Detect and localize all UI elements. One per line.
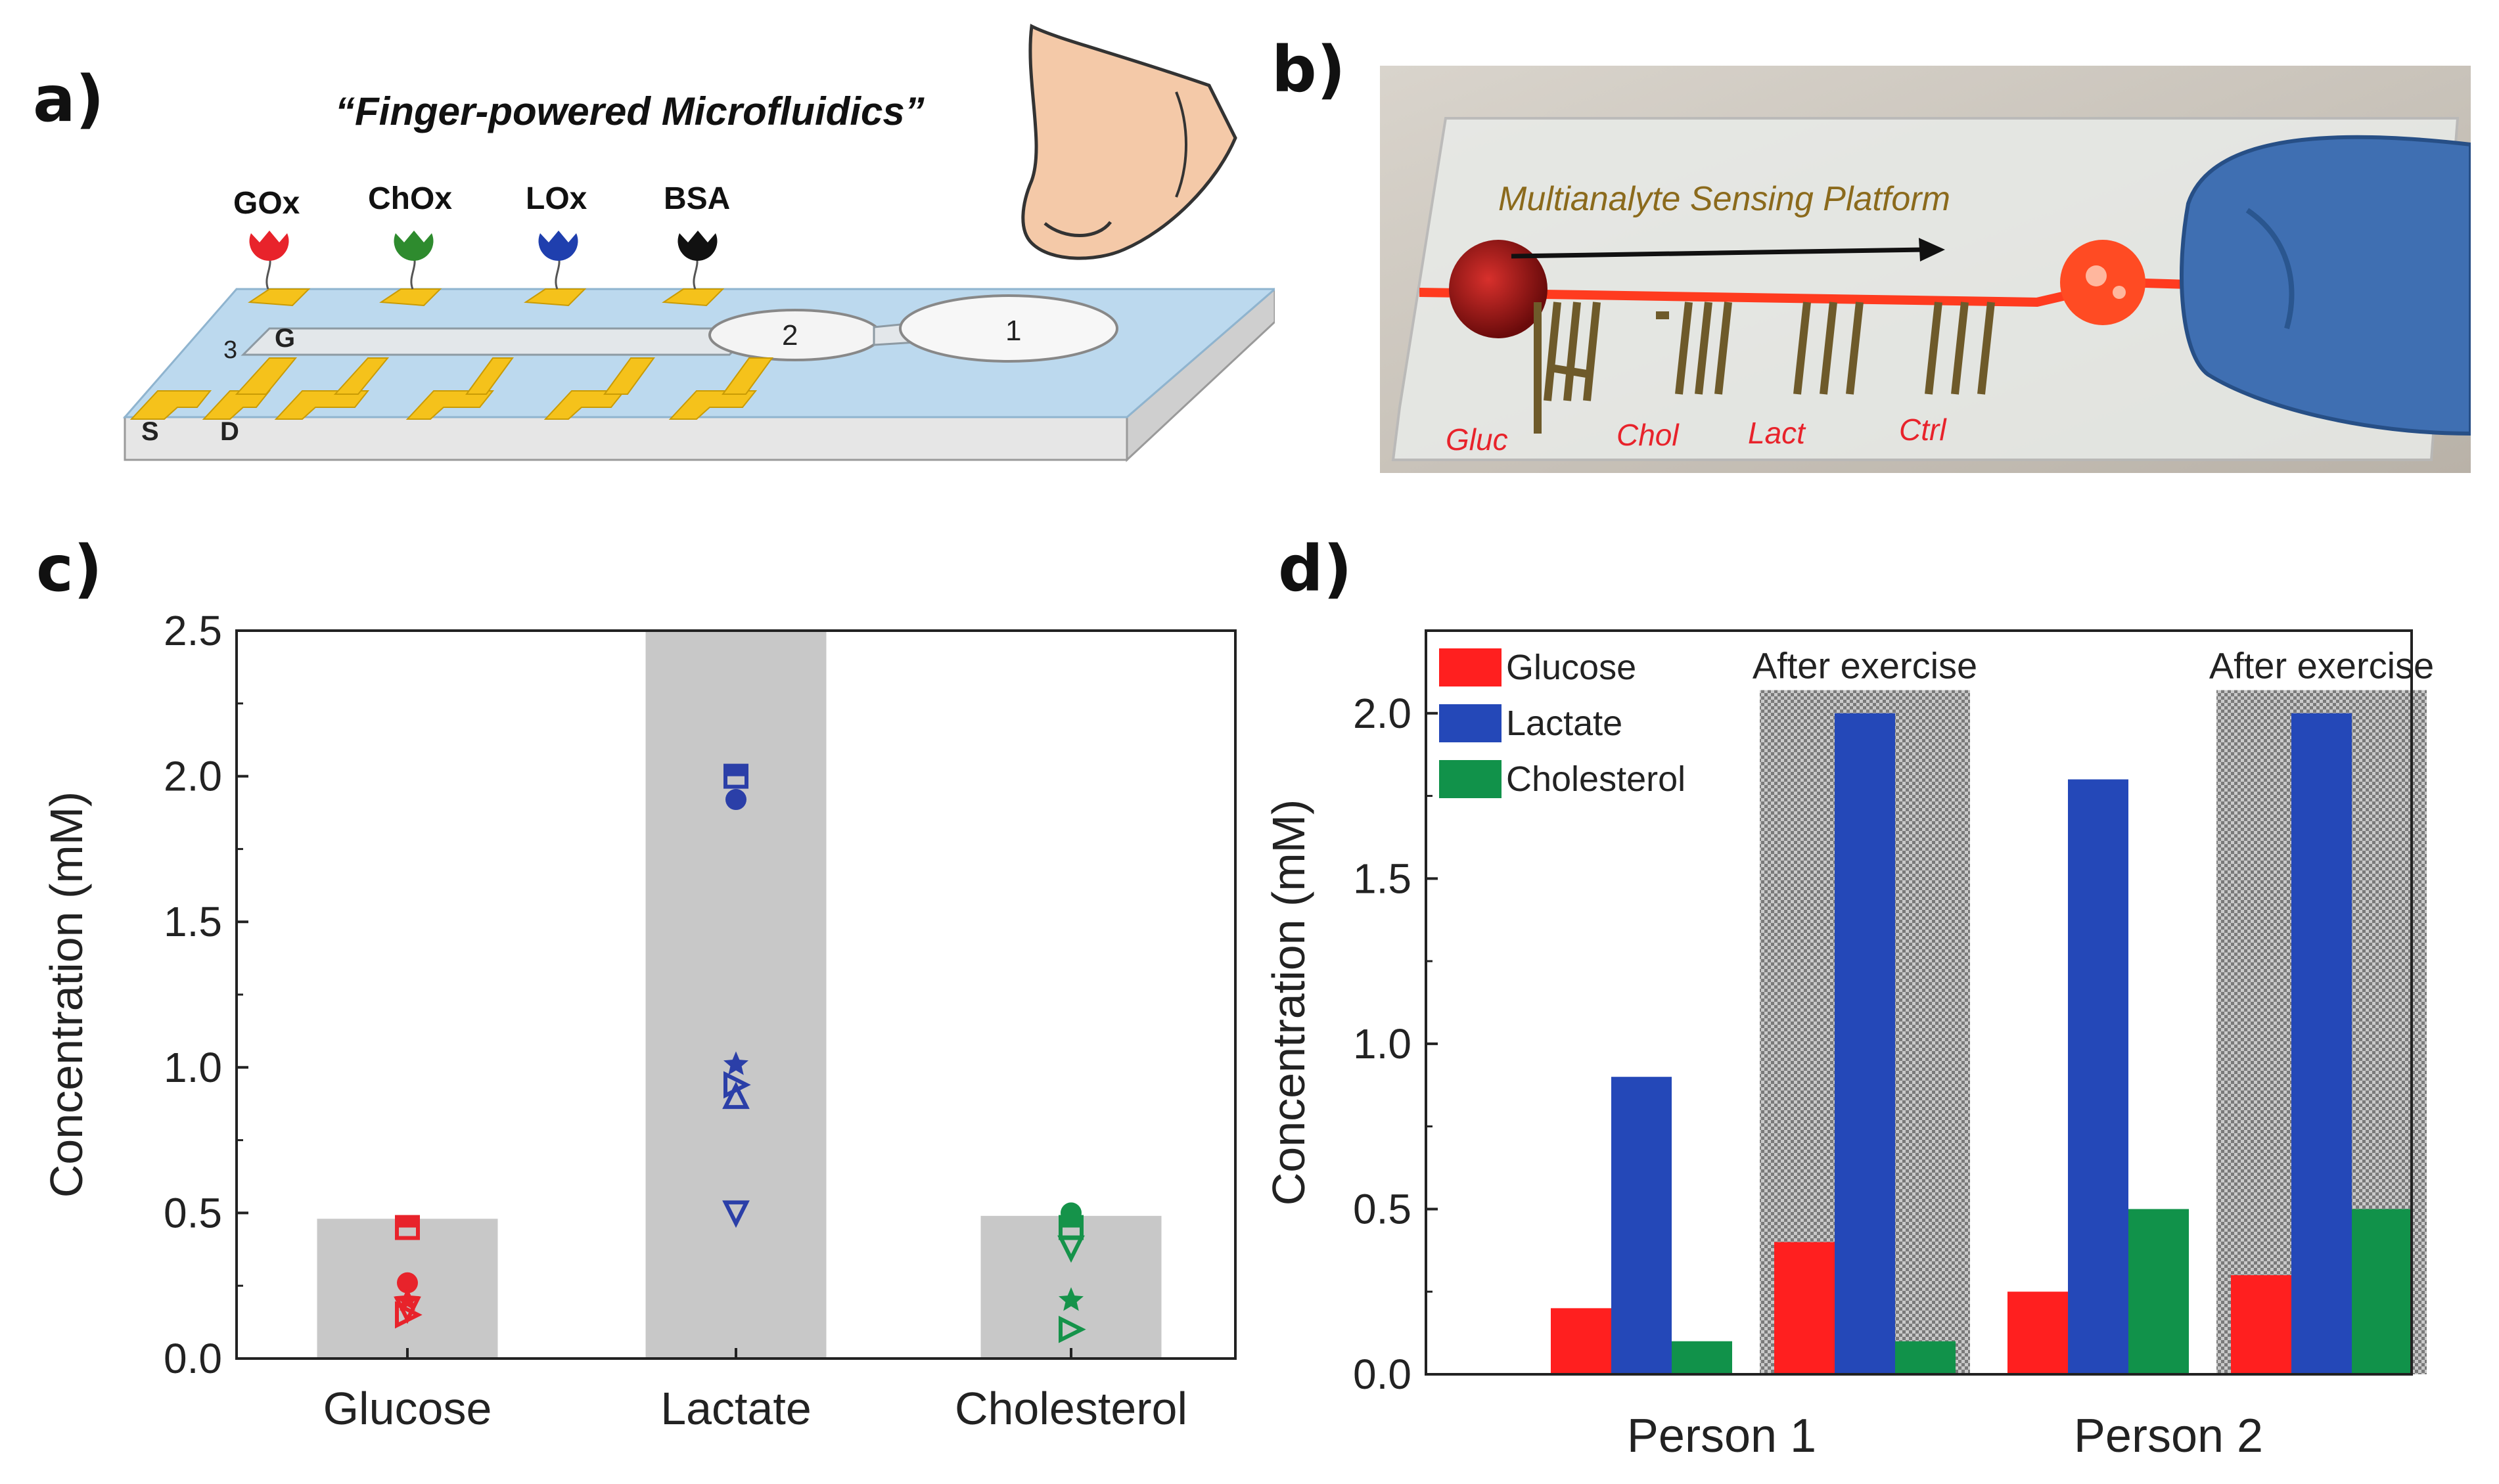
y-tick-label: 1.5 — [1353, 855, 1411, 902]
y-tick-label: 0.0 — [1353, 1351, 1411, 1398]
lox-label: LOx — [526, 181, 587, 216]
y-tick-label: 1.5 — [164, 898, 222, 945]
x-tick-label: Lactate — [660, 1383, 812, 1434]
bar-lactate — [2068, 779, 2128, 1374]
gold-electrode-traces — [1534, 302, 1995, 434]
y-tick-label: 0.5 — [1353, 1185, 1411, 1232]
marker-square-fill — [725, 765, 746, 776]
scatter-group-glucose — [394, 1215, 423, 1329]
y-tick-label: 1.0 — [164, 1044, 222, 1091]
bar-cholesterol — [1672, 1341, 1732, 1374]
marker-star — [723, 1051, 748, 1075]
electrode-array — [129, 288, 773, 420]
schematic-title: “Finger-powered Microfluidics” — [335, 89, 925, 133]
bar-lactate — [2291, 713, 2352, 1374]
marker-square-fill — [397, 1217, 418, 1228]
marker-triangle-right — [1059, 1315, 1086, 1343]
y-axis-label: Concentration (mM) — [1263, 799, 1314, 1206]
chol-label: Chol — [1616, 418, 1680, 452]
legend-swatch-lactate — [1439, 704, 1502, 742]
chart-c: 0.0 0.5 1.0 1.5 2.0 2.5 Glucose Lactate Choleste… — [41, 607, 1237, 1434]
bsa-protein-icon — [677, 231, 718, 261]
ctrl-label: Ctrl — [1899, 413, 1947, 447]
y-tick-label: 2.5 — [164, 607, 222, 654]
gox-enzyme-icon — [249, 231, 289, 261]
bar-cholesterol — [1895, 1341, 1956, 1374]
inlet-drop — [1449, 240, 1548, 338]
legend-label-glucose: Glucose — [1506, 648, 1636, 687]
bsa-label: BSA — [664, 181, 730, 216]
scatter-group-lactate — [722, 763, 751, 1228]
x-tick-label: Glucose — [323, 1383, 492, 1434]
gluc-label: Gluc — [1446, 422, 1508, 457]
inlet-3-label: 3 — [223, 336, 237, 364]
marker-triangle-down — [722, 1200, 750, 1228]
x-category-label: Person 1 — [1627, 1410, 1816, 1462]
bar-glucose — [1551, 1308, 1611, 1374]
bar-lactate — [1611, 1077, 1672, 1374]
device-schematic: “Finger-powered Microfluidics” 2 1 — [122, 24, 1275, 462]
platform-text: Multianalyte Sensing Platform — [1498, 180, 1950, 218]
y-tick-label: 1.0 — [1353, 1020, 1411, 1068]
microfluidic-channel: 2 1 — [241, 294, 1118, 363]
source-label: S — [141, 417, 159, 446]
marker-triangle-right — [395, 1301, 423, 1329]
scatter-group-cholesterol — [1057, 1202, 1086, 1343]
legend-label-lactate: Lactate — [1506, 704, 1622, 743]
enzyme-linkers — [265, 252, 699, 290]
marker-square-fill — [1061, 1217, 1082, 1228]
marker-star — [1059, 1287, 1084, 1311]
after-exercise-label: After exercise — [1753, 645, 1977, 686]
bar-glucose — [2231, 1275, 2291, 1374]
panel-b-label: b) — [1272, 33, 1346, 106]
gloved-finger — [2180, 135, 2471, 436]
bar-lactate — [645, 631, 827, 1359]
chox-enzyme-icon — [394, 231, 434, 261]
chamber-1-label: 1 — [1005, 315, 1021, 347]
x-category-label: Person 2 — [2074, 1410, 2263, 1462]
gate-label: G — [275, 324, 295, 353]
panel-a-label: a) — [33, 62, 104, 136]
panel-c-label: c) — [36, 532, 103, 606]
finger-illustration — [1021, 24, 1237, 260]
bar-cholesterol — [2352, 1209, 2412, 1374]
marker-circle — [725, 789, 746, 811]
legend-label-cholesterol: Cholesterol — [1506, 759, 1685, 799]
chart-d: After exercise After exercise 0.0 0.5 1.0 1.5… — [1263, 629, 2434, 1462]
flow-arrow — [1511, 247, 1926, 259]
bar-cholesterol — [2128, 1209, 2189, 1374]
plot-frame — [1425, 629, 2413, 1376]
bar-lactate — [1835, 713, 1895, 1374]
bar-glucose — [2007, 1292, 2068, 1374]
y-tick-label: 2.0 — [164, 753, 222, 800]
panel-d-label: d) — [1278, 532, 1352, 606]
lact-label: Lact — [1748, 416, 1806, 450]
device-photo: Multianalyte Sensing Platform Gluc Chol … — [1380, 66, 2471, 473]
y-tick-label: 0.5 — [164, 1189, 222, 1236]
marker-triangle-up — [722, 1081, 750, 1110]
chamber-2-label: 2 — [782, 319, 798, 351]
y-tick-label: 0.0 — [164, 1335, 222, 1382]
after-exercise-label: After exercise — [2209, 645, 2434, 686]
legend-swatch-glucose — [1439, 648, 1502, 686]
y-axis-label: Concentration (mM) — [41, 792, 92, 1198]
marker-triangle-down — [1057, 1235, 1085, 1263]
lox-enzyme-icon — [538, 231, 578, 261]
gox-label: GOx — [233, 186, 300, 221]
y-tick-label: 2.0 — [1353, 690, 1411, 737]
drain-label: D — [220, 417, 239, 446]
x-tick-label: Cholesterol — [955, 1383, 1187, 1434]
chox-label: ChOx — [368, 181, 452, 216]
bar-glucose — [1774, 1242, 1835, 1374]
legend-swatch-cholesterol — [1439, 760, 1502, 798]
marker-circle — [397, 1272, 418, 1293]
